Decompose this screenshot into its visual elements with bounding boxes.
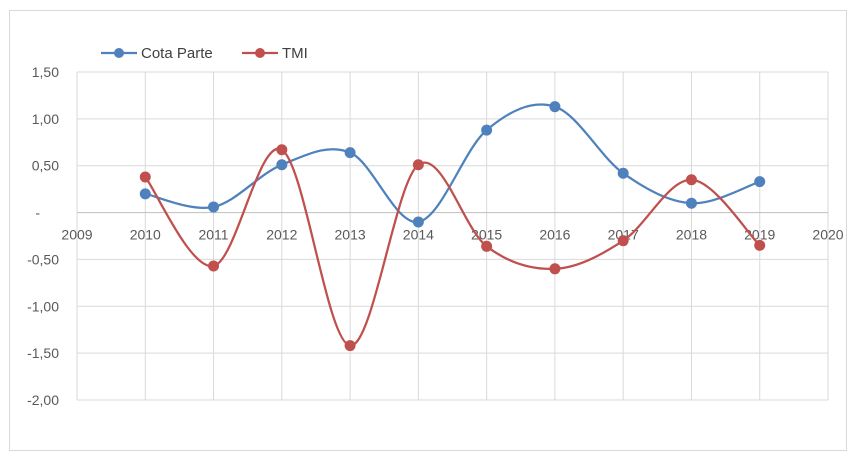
data-point-tmi [549,263,561,275]
data-point-cota-parte [344,147,356,159]
data-point-tmi [139,171,151,183]
x-tick-label: 2009 [61,227,92,243]
y-tick-label: 1,50 [32,64,59,80]
legend-marker-cota-parte [114,48,124,58]
x-tick-label: 2020 [812,227,843,243]
series-tmi [139,144,766,352]
x-tick-label: 2012 [266,227,297,243]
series-cota-parte [139,101,766,228]
legend: Cota Parte TMI [101,45,308,62]
x-tick-label: 2013 [335,227,366,243]
y-tick-label: - [35,205,40,221]
data-point-tmi [754,239,766,251]
line-chart: 1,50 1,00 0,50 - -0,50 -1,00 -1,50 -2,00 2009 201… [27,45,844,408]
data-point-cota-parte [481,124,493,136]
legend-entry-tmi: TMI [242,45,308,62]
legend-entry-cota-parte: Cota Parte [101,45,213,62]
data-point-tmi [617,235,629,247]
x-tick-label: 2017 [608,227,639,243]
data-point-cota-parte [139,188,151,200]
y-tick-label: -2,00 [27,392,59,408]
data-point-cota-parte [208,201,220,213]
axes: 1,50 1,00 0,50 - -0,50 -1,00 -1,50 -2,00 2009 201… [27,64,844,408]
data-point-cota-parte [412,216,424,228]
y-tick-label: 0,50 [32,158,59,174]
data-point-cota-parte [754,176,766,188]
x-tick-label: 2019 [744,227,775,243]
x-tick-label: 2016 [539,227,570,243]
x-tick-label: 2010 [130,227,161,243]
data-point-cota-parte [617,167,629,179]
legend-label-tmi: TMI [282,45,308,62]
y-tick-label: -0,50 [27,251,59,267]
legend-marker-tmi [255,48,265,58]
series-line-tmi [144,147,761,347]
y-tick-label: -1,00 [27,298,59,314]
y-tick-label: 1,00 [32,111,59,127]
legend-label-cota-parte: Cota Parte [141,45,213,62]
data-point-cota-parte [549,101,561,113]
series [139,101,766,352]
x-tick-label: 2018 [676,227,707,243]
data-point-tmi [344,340,356,352]
data-point-cota-parte [685,197,697,209]
data-point-tmi [685,174,697,186]
grid-lines [76,71,829,401]
data-point-tmi [481,240,493,252]
series-line-cota-parte [145,103,761,224]
data-point-tmi [276,144,288,156]
y-tick-label: -1,50 [27,345,59,361]
data-point-cota-parte [276,159,288,171]
chart-frame: 1,50 1,00 0,50 - -0,50 -1,00 -1,50 -2,00 2009 201… [9,10,847,451]
x-tick-label: 2011 [198,227,228,243]
data-point-tmi [412,159,424,171]
x-tick-label: 2014 [403,227,434,243]
data-point-tmi [208,260,220,272]
